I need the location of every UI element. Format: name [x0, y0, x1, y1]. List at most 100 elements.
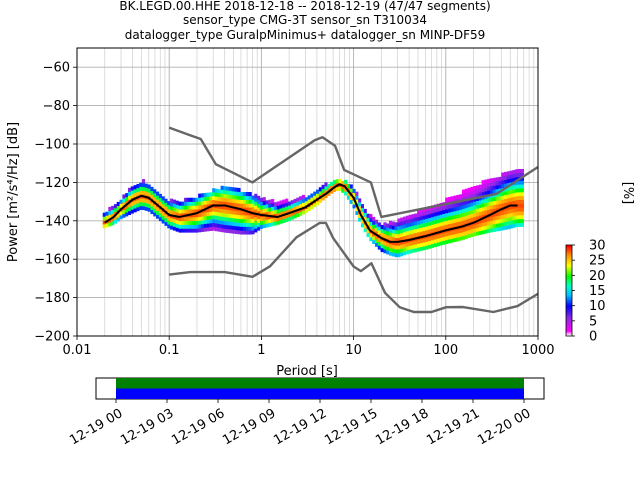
heatmap-cell	[133, 200, 137, 205]
heatmap-cell	[206, 211, 210, 216]
heatmap-cell	[439, 222, 443, 227]
heatmap-cell	[139, 190, 143, 195]
heatmap-cell	[495, 223, 499, 228]
heatmap-cell	[186, 228, 191, 233]
heatmap-cell	[445, 216, 449, 221]
heatmap-cell	[428, 225, 432, 230]
y-tick-label: −80	[43, 99, 70, 114]
heatmap-cell	[192, 209, 196, 214]
heatmap-cell	[150, 206, 154, 211]
heatmap-cell	[223, 220, 227, 225]
heatmap-cell	[147, 207, 151, 212]
heatmap-cell	[293, 206, 297, 211]
heatmap-cell	[492, 227, 496, 232]
heatmap-cell	[156, 214, 160, 219]
heatmap-cell	[484, 225, 488, 230]
heatmap-cell	[447, 239, 452, 244]
colorbar-segment	[566, 278, 572, 281]
heatmap-cell	[490, 182, 494, 187]
heatmap-cell	[425, 237, 429, 242]
heatmap-cell	[467, 233, 471, 238]
colorbar-tick-label: 10	[589, 299, 606, 314]
colorbar-segment	[566, 299, 572, 302]
colorbar-segment	[566, 249, 572, 252]
heatmap-cell	[184, 209, 188, 214]
heatmap-cell	[203, 200, 207, 205]
heatmap-cell	[198, 205, 202, 210]
heatmap-cell	[386, 235, 390, 240]
heatmap-cell	[259, 205, 263, 210]
heatmap-cell	[360, 204, 365, 209]
heatmap-cell	[153, 189, 157, 194]
heatmap-cell	[411, 244, 415, 250]
heatmap-cell	[372, 228, 376, 233]
heatmap-cell	[487, 198, 491, 203]
heatmap-cell	[518, 222, 522, 227]
heatmap-cell	[313, 195, 317, 200]
heatmap-cell	[259, 224, 263, 229]
heatmap-cell	[229, 209, 233, 215]
heatmap-cell	[268, 199, 272, 204]
heatmap-cell	[335, 186, 339, 192]
heatmap-cell	[192, 201, 196, 206]
heatmap-cell	[234, 222, 238, 227]
heatmap-cell	[186, 197, 191, 202]
colorbar-segment	[566, 254, 572, 256]
heatmap-cell	[189, 209, 193, 214]
heatmap-cell	[172, 207, 176, 212]
y-tick-label: −60	[43, 61, 70, 76]
heatmap-cell	[515, 176, 519, 181]
heatmap-cell	[119, 211, 123, 216]
heatmap-cell	[184, 205, 188, 210]
heatmap-cell	[450, 219, 454, 224]
heatmap-cell	[136, 191, 140, 196]
heatmap-cell	[394, 222, 398, 227]
heatmap-cell	[125, 208, 129, 213]
heatmap-cell	[330, 181, 334, 186]
heatmap-cell	[478, 219, 482, 224]
heatmap-cell	[257, 199, 261, 204]
heatmap-cell	[442, 206, 446, 211]
heatmap-cell	[203, 196, 207, 201]
heatmap-cell	[195, 224, 199, 229]
heatmap-cell	[164, 217, 168, 223]
heatmap-cell	[164, 198, 168, 203]
heatmap-cell	[178, 228, 182, 233]
heatmap-cell	[127, 207, 132, 212]
heatmap-cell	[142, 202, 146, 207]
heatmap-cell	[428, 221, 432, 226]
heatmap-cell	[436, 226, 440, 231]
heatmap-cell	[167, 208, 171, 213]
heatmap-cell	[198, 228, 202, 233]
heatmap-cell	[470, 232, 474, 238]
heatmap-cell	[226, 186, 230, 191]
heatmap-cell	[167, 220, 171, 225]
heatmap-cell	[223, 186, 227, 191]
heatmap-cell	[419, 242, 423, 248]
timeline-bar	[116, 378, 524, 389]
heatmap-cell	[209, 226, 213, 231]
heatmap-cell	[226, 194, 230, 199]
heatmap-cell	[254, 209, 258, 214]
heatmap-cell	[464, 196, 468, 201]
heatmap-cell	[447, 235, 452, 240]
heatmap-cell	[504, 191, 508, 196]
heatmap-cell	[271, 210, 275, 215]
heatmap-cell	[184, 224, 188, 229]
heatmap-cell	[436, 242, 440, 247]
heatmap-cell	[520, 192, 525, 197]
heatmap-cell	[377, 230, 381, 235]
heatmap-cell	[223, 190, 227, 195]
heatmap-cell	[492, 204, 496, 209]
heatmap-cell	[338, 178, 342, 184]
heatmap-cell	[391, 248, 395, 253]
heatmap-cell	[245, 203, 249, 208]
heatmap-cell	[360, 223, 365, 228]
heatmap-cell	[268, 222, 272, 227]
heatmap-cell	[473, 185, 477, 191]
heatmap-cell	[158, 216, 162, 222]
heatmap-cell	[243, 215, 247, 220]
heatmap-cell	[397, 241, 401, 246]
heatmap-cell	[178, 201, 182, 206]
heatmap-cell	[330, 185, 334, 190]
